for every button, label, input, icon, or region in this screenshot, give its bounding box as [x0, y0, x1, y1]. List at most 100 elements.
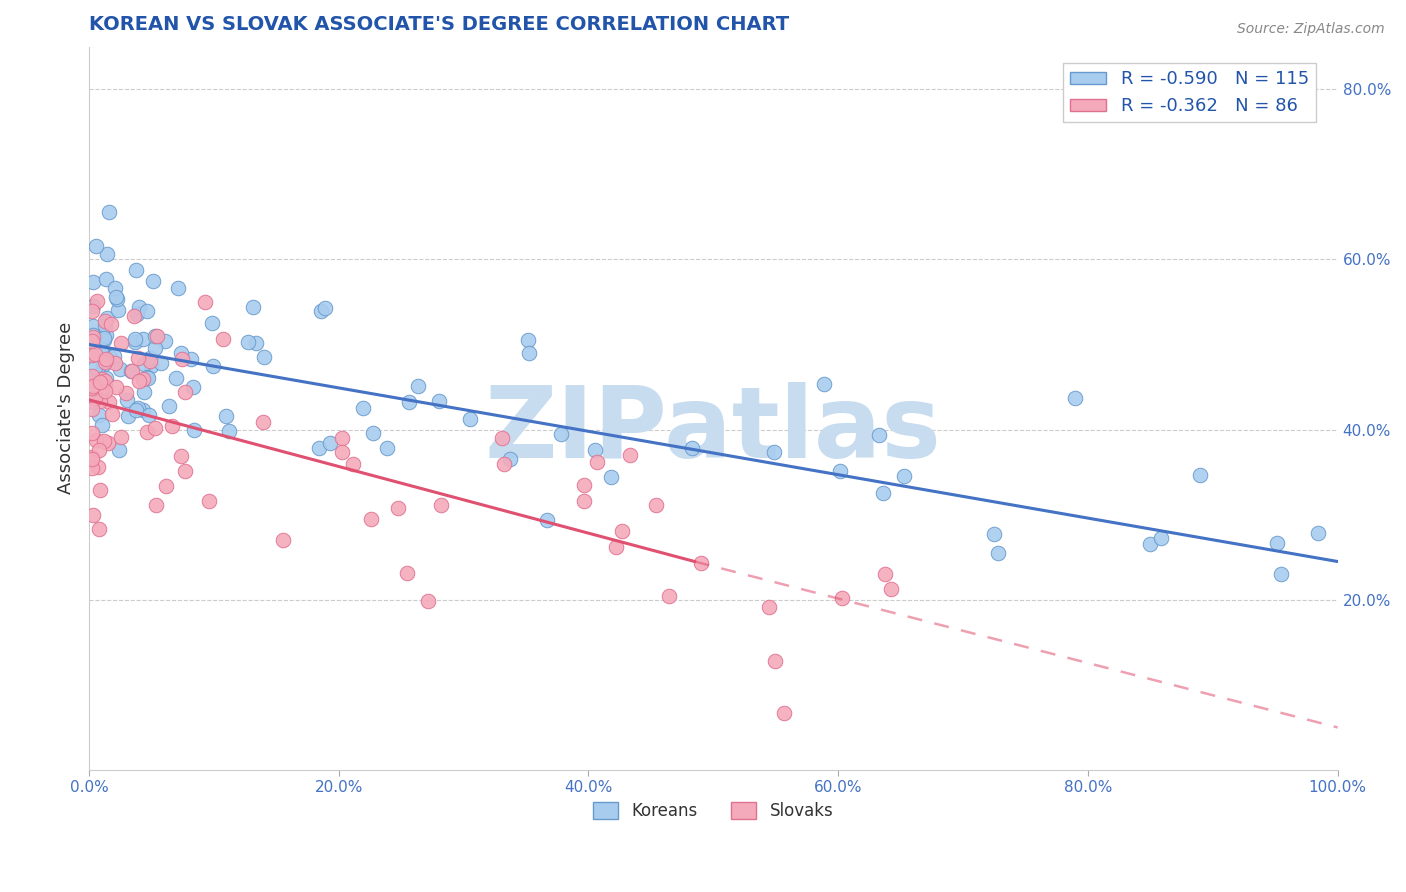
Text: ZIPatlas: ZIPatlas	[485, 382, 942, 478]
Text: KOREAN VS SLOVAK ASSOCIATE'S DEGREE CORRELATION CHART: KOREAN VS SLOVAK ASSOCIATE'S DEGREE CORR…	[89, 15, 789, 34]
Point	[253, 350, 276, 364]
Point	[330, 445, 353, 459]
Point	[91, 374, 114, 388]
Point	[86, 381, 108, 395]
Point	[893, 468, 915, 483]
Point	[127, 401, 149, 416]
Point	[90, 384, 112, 399]
Point	[83, 347, 105, 361]
Point	[330, 431, 353, 445]
Point	[572, 477, 595, 491]
Point	[93, 379, 115, 393]
Point	[983, 527, 1005, 541]
Point	[110, 430, 132, 444]
Point	[120, 364, 142, 378]
Point	[97, 204, 120, 219]
Point	[128, 374, 150, 388]
Point	[82, 381, 104, 395]
Point	[84, 391, 107, 405]
Point	[1188, 467, 1211, 482]
Point	[173, 464, 195, 478]
Point	[1265, 535, 1288, 549]
Point	[430, 498, 453, 512]
Point	[93, 378, 115, 392]
Point	[91, 418, 114, 433]
Legend: Koreans, Slovaks: Koreans, Slovaks	[586, 796, 839, 827]
Point	[115, 386, 138, 401]
Point	[170, 346, 193, 360]
Point	[93, 333, 115, 347]
Point	[105, 293, 128, 307]
Point	[97, 436, 120, 450]
Point	[104, 356, 127, 370]
Point	[143, 341, 166, 355]
Point	[181, 380, 204, 394]
Point	[572, 494, 595, 508]
Point	[318, 436, 340, 450]
Point	[645, 498, 668, 512]
Point	[183, 424, 205, 438]
Point	[93, 355, 115, 369]
Point	[610, 524, 633, 538]
Point	[84, 434, 107, 448]
Point	[89, 443, 111, 458]
Point	[110, 336, 132, 351]
Point	[658, 589, 681, 603]
Point	[125, 403, 148, 417]
Point	[491, 431, 513, 445]
Point	[82, 395, 104, 409]
Point	[155, 478, 177, 492]
Point	[872, 486, 894, 500]
Point	[131, 372, 153, 386]
Y-axis label: Associate's Degree: Associate's Degree	[58, 322, 75, 494]
Point	[94, 327, 117, 342]
Point	[170, 352, 193, 367]
Point	[82, 299, 104, 313]
Point	[212, 332, 235, 346]
Point	[1139, 537, 1161, 551]
Point	[242, 300, 264, 314]
Point	[363, 426, 385, 441]
Text: Source: ZipAtlas.com: Source: ZipAtlas.com	[1237, 22, 1385, 37]
Point	[132, 402, 155, 417]
Point	[252, 415, 274, 429]
Point	[80, 348, 103, 362]
Point	[82, 330, 104, 344]
Point	[89, 394, 111, 409]
Point	[89, 368, 111, 382]
Point	[773, 706, 796, 721]
Point	[427, 394, 450, 409]
Point	[83, 359, 105, 374]
Point	[96, 371, 118, 385]
Point	[169, 449, 191, 463]
Point	[94, 352, 117, 367]
Point	[516, 333, 538, 347]
Point	[681, 441, 703, 455]
Point	[93, 331, 115, 345]
Point	[418, 594, 440, 608]
Point	[245, 336, 267, 351]
Point	[138, 408, 160, 422]
Point	[107, 303, 129, 318]
Point	[145, 498, 167, 512]
Point	[94, 374, 117, 388]
Point	[271, 533, 294, 548]
Point	[80, 334, 103, 349]
Point	[98, 394, 121, 409]
Point	[586, 455, 609, 469]
Point	[143, 421, 166, 435]
Point	[600, 470, 623, 484]
Point	[117, 392, 139, 407]
Point	[605, 541, 627, 555]
Point	[360, 512, 382, 526]
Point	[157, 399, 180, 413]
Point	[86, 239, 108, 253]
Point	[1150, 531, 1173, 545]
Point	[398, 395, 420, 409]
Point	[236, 334, 259, 349]
Point	[82, 337, 104, 351]
Point	[93, 384, 115, 398]
Point	[94, 272, 117, 286]
Point	[406, 379, 429, 393]
Point	[139, 351, 162, 365]
